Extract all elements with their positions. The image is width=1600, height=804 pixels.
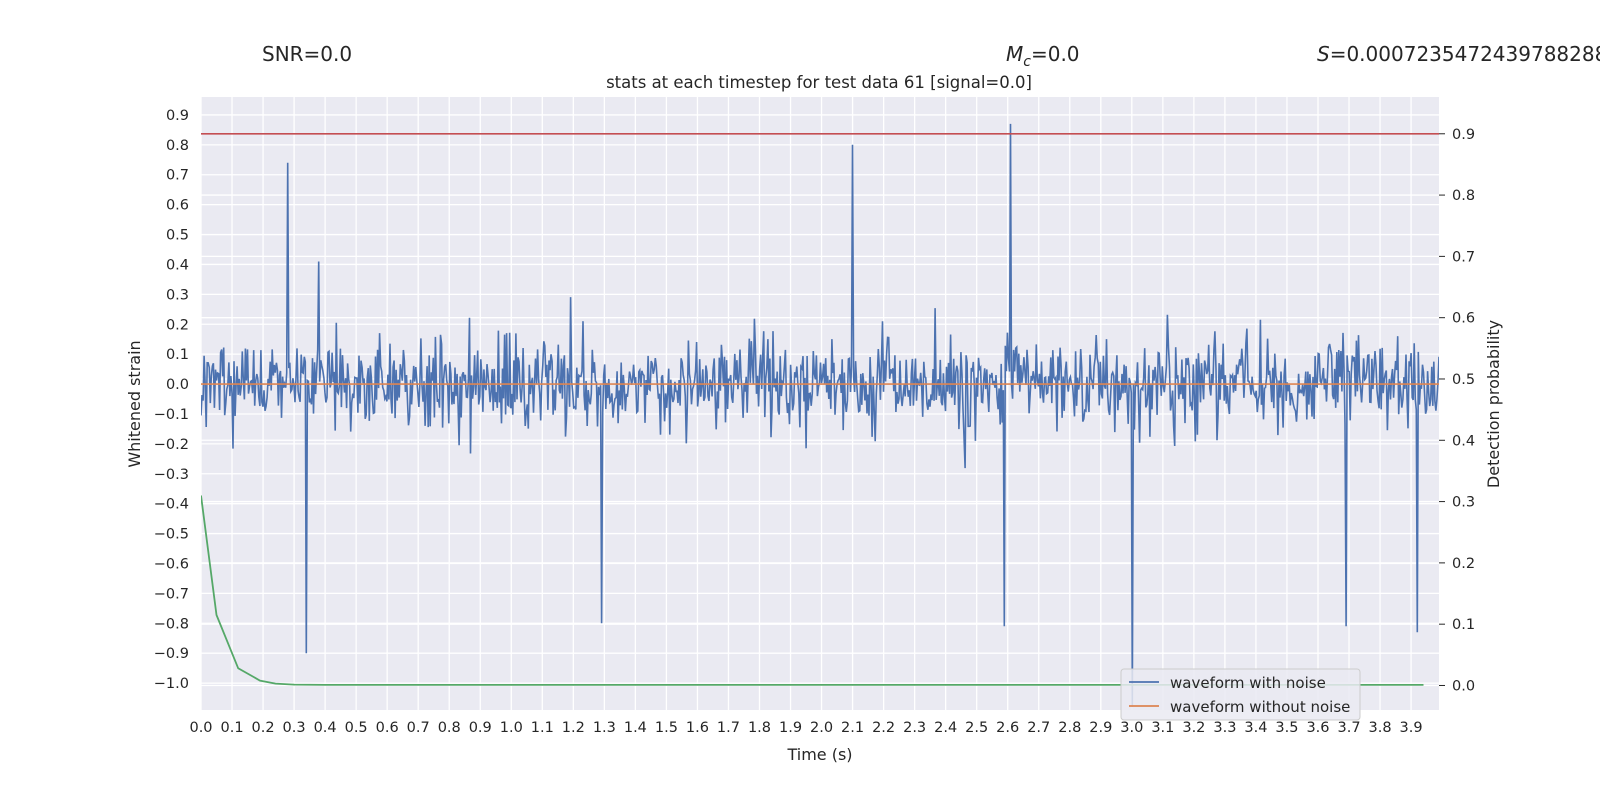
y-tick-label-left: −0.9	[154, 646, 189, 662]
legend-label-waveform-without-noise: waveform without noise	[1170, 698, 1350, 716]
y-tick-label-left: 0.3	[166, 287, 189, 303]
y-tick-label-right: 0.2	[1452, 556, 1475, 572]
y-tick-label-left: −0.4	[154, 497, 189, 513]
y-tick-label-left: 0.6	[166, 198, 189, 214]
x-tick-labels: 0.0 0.1 0.2 0.3 0.4 0.5 0.6 0.7 0.8 0.9 1.0 1.1 1.2 1…	[189, 720, 1422, 736]
x-tick-label: 0.7	[407, 720, 430, 736]
y-tick-label-left: −0.6	[154, 556, 189, 572]
y-tick-label-right: 0.7	[1452, 249, 1475, 265]
x-tick-label: 3.6	[1306, 720, 1329, 736]
x-tick-label: 2.7	[1027, 720, 1050, 736]
x-tick-label: 3.8	[1369, 720, 1392, 736]
x-tick-label: 3.2	[1182, 720, 1205, 736]
x-tick-label: 0.6	[376, 720, 399, 736]
y-tick-label-left: −0.5	[154, 527, 189, 543]
x-tick-label: 1.4	[624, 720, 647, 736]
x-tick-label: 2.3	[903, 720, 926, 736]
x-tick-label: 0.4	[314, 720, 337, 736]
y-axis-label-left: Whitened strain	[125, 340, 144, 467]
x-tick-label: 2.6	[996, 720, 1019, 736]
y-tick-label-right: 0.9	[1452, 127, 1475, 143]
y-tick-label-left: 0.8	[166, 138, 189, 154]
x-tick-label: 1.1	[531, 720, 554, 736]
x-tick-label: 1.7	[717, 720, 740, 736]
mc-symbol: M	[1006, 42, 1023, 66]
x-tick-label: 2.9	[1089, 720, 1112, 736]
y-tick-label-left: 0.1	[166, 347, 189, 363]
x-tick-label: 2.8	[1058, 720, 1081, 736]
x-tick-label: 3.0	[1120, 720, 1143, 736]
x-tick-label: 1.9	[779, 720, 802, 736]
s-value: =0.0007235472439788288	[1330, 42, 1600, 66]
x-tick-label: 1.0	[500, 720, 523, 736]
x-tick-label: 2.1	[841, 720, 864, 736]
x-tick-label: 2.0	[810, 720, 833, 736]
x-tick-label: 3.9	[1400, 720, 1423, 736]
legend: waveform with noise waveform without noi…	[1120, 668, 1361, 721]
y-tick-labels-left: 0.9 0.8 0.7 0.6 0.5 0.4 0.3 0.2 0.1 0.0 −0.1 −0.2 −0…	[154, 108, 189, 692]
y-tick-label-left: −0.7	[154, 586, 189, 602]
y-tick-label-left: 0.4	[166, 257, 189, 273]
x-tick-label: 1.6	[686, 720, 709, 736]
s-symbol: S	[1317, 42, 1330, 66]
series-line-waveform-with-noise	[201, 123, 1439, 708]
x-tick-label: 1.3	[593, 720, 616, 736]
y-tick-label-left: 0.2	[166, 317, 189, 333]
snr-label: SNR=0.0	[262, 42, 352, 66]
x-tick-label: 3.1	[1151, 720, 1174, 736]
mc-value: =0.0	[1031, 42, 1080, 66]
y-tick-label-right: 0.4	[1452, 433, 1475, 449]
x-tick-label: 1.5	[655, 720, 678, 736]
x-tick-label: 3.4	[1244, 720, 1267, 736]
y-tick-label-left: 0.9	[166, 108, 189, 124]
y-tick-label-right: 0.1	[1452, 617, 1475, 633]
x-tick-label: 2.4	[934, 720, 957, 736]
x-tick-label: 2.2	[872, 720, 895, 736]
y-tick-label-left: −0.8	[154, 616, 189, 632]
x-tick-label: 1.8	[748, 720, 771, 736]
y-tick-label-left: −0.2	[154, 437, 189, 453]
y-tick-label-left: 0.0	[166, 377, 189, 393]
series-line-detection-probability	[201, 495, 1424, 686]
x-tick-label: 0.8	[438, 720, 461, 736]
legend-label-waveform-with-noise: waveform with noise	[1170, 674, 1326, 692]
x-tick-label: 3.7	[1337, 720, 1360, 736]
y-tick-label-left: −1.0	[154, 676, 189, 692]
x-tick-label: 0.1	[220, 720, 243, 736]
x-tick-label: 3.5	[1275, 720, 1298, 736]
y-tick-labels-right: 0.9 0.8 0.7 0.6 0.5 0.4 0.3 0.2 0.1 0.0	[1439, 127, 1475, 694]
chart-title: stats at each timestep for test data 61 …	[606, 73, 1032, 92]
mc-label: Mc=0.0	[1006, 42, 1080, 70]
x-axis-label: Time (s)	[786, 745, 852, 764]
x-tick-label: 0.2	[252, 720, 275, 736]
x-tick-label: 0.3	[283, 720, 306, 736]
y-grid-left	[201, 114, 1439, 684]
y-tick-label-right: 0.6	[1452, 311, 1475, 327]
s-label: S=0.0007235472439788288	[1317, 42, 1600, 66]
y-tick-label-right: 0.8	[1452, 188, 1475, 204]
x-tick-label: 1.2	[562, 720, 585, 736]
x-tick-label: 0.5	[345, 720, 368, 736]
y-tick-label-left: −0.1	[154, 407, 189, 423]
y-axis-label-right: Detection probability	[1484, 320, 1503, 488]
x-tick-label: 0.0	[189, 720, 212, 736]
y-tick-label-left: 0.5	[166, 228, 189, 244]
legend-box	[1120, 668, 1361, 721]
x-tick-label: 2.5	[965, 720, 988, 736]
y-tick-label-right: 0.3	[1452, 495, 1475, 511]
x-tick-label: 3.3	[1213, 720, 1236, 736]
y-tick-label-right: 0.5	[1452, 372, 1475, 388]
x-tick-label: 0.9	[469, 720, 492, 736]
y-tick-label-left: −0.3	[154, 467, 189, 483]
y-tick-label-right: 0.0	[1452, 678, 1475, 694]
y-tick-label-left: 0.7	[166, 168, 189, 184]
mc-subscript: c	[1023, 54, 1031, 70]
